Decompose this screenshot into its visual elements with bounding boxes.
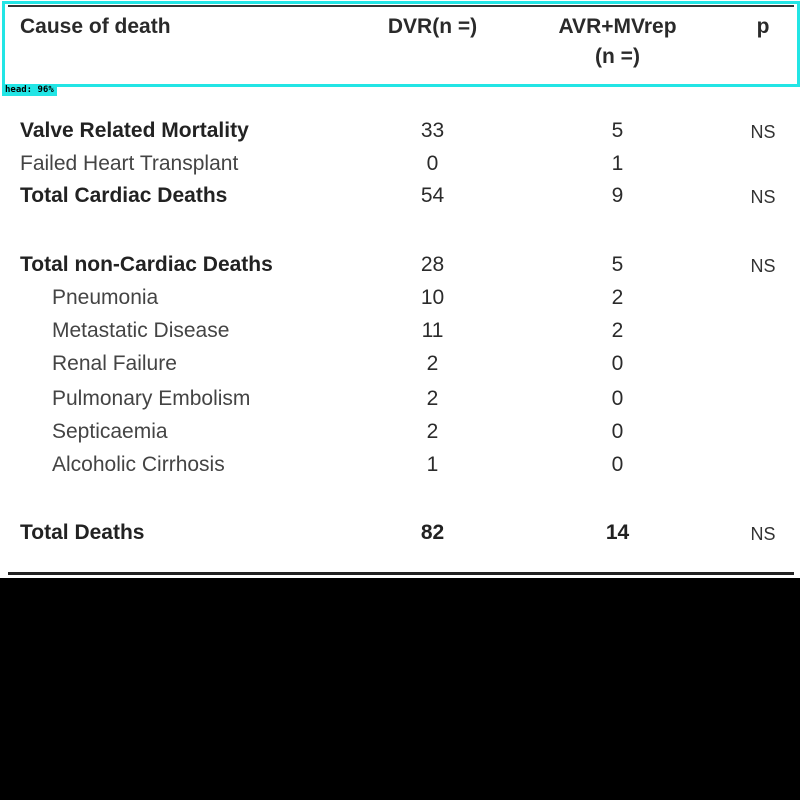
row-p: NS — [750, 122, 776, 142]
row-p: NS — [750, 187, 776, 207]
detection-box — [2, 1, 800, 87]
header-avr-line2: (n =) — [595, 45, 640, 68]
row-avr: 14 — [605, 521, 630, 544]
header-p: p — [756, 15, 770, 38]
row-cause: Total non-Cardiac Deaths — [20, 253, 273, 276]
header-dvr: DVR(n =) — [387, 15, 478, 38]
row-dvr: 33 — [420, 119, 445, 142]
row-avr: 5 — [611, 119, 624, 142]
row-dvr: 1 — [426, 453, 439, 476]
row-avr: 0 — [611, 420, 624, 443]
row-cause: Alcoholic Cirrhosis — [52, 453, 225, 476]
row-cause: Failed Heart Transplant — [20, 152, 239, 175]
row-dvr: 2 — [426, 420, 439, 443]
row-avr: 5 — [611, 253, 624, 276]
row-cause: Pulmonary Embolism — [52, 387, 251, 410]
row-cause: Valve Related Mortality — [20, 119, 249, 142]
row-cause: Pneumonia — [52, 286, 159, 309]
row-dvr: 28 — [420, 253, 445, 276]
row-avr: 2 — [611, 286, 624, 309]
row-p: NS — [750, 524, 776, 544]
row-avr: 0 — [611, 352, 624, 375]
row-dvr: 2 — [426, 352, 439, 375]
black-region — [0, 578, 800, 800]
row-cause: Total Deaths — [20, 521, 145, 544]
row-dvr: 82 — [420, 521, 445, 544]
row-cause: Septicaemia — [52, 420, 168, 443]
row-dvr: 0 — [426, 152, 439, 175]
row-avr: 0 — [611, 453, 624, 476]
header-avr-line1: AVR+MVrep — [558, 15, 677, 38]
row-dvr: 11 — [421, 319, 444, 342]
detection-label: head: 96% — [2, 84, 57, 96]
row-dvr: 54 — [420, 184, 445, 207]
row-avr: 0 — [611, 387, 624, 410]
row-avr: 1 — [611, 152, 624, 175]
row-cause: Total Cardiac Deaths — [20, 184, 228, 207]
row-dvr: 2 — [426, 387, 439, 410]
table-top-rule — [8, 5, 794, 7]
row-avr: 9 — [611, 184, 624, 207]
row-p: NS — [750, 256, 776, 276]
header-cause: Cause of death — [20, 15, 171, 38]
row-cause: Renal Failure — [52, 352, 177, 375]
table-bottom-rule — [8, 572, 794, 575]
row-cause: Metastatic Disease — [52, 319, 230, 342]
row-dvr: 10 — [420, 286, 445, 309]
row-avr: 2 — [611, 319, 624, 342]
